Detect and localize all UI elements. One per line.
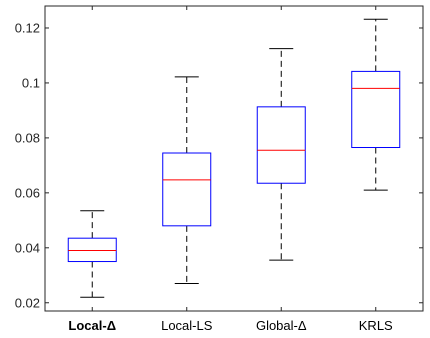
y-tick-label: 0.02 <box>15 295 40 310</box>
y-tick-label: 0.04 <box>15 240 40 255</box>
category-label: Local-Δ <box>68 318 116 333</box>
category-label: Local-LS <box>161 318 213 333</box>
y-tick-label: 0.08 <box>15 130 40 145</box>
plot-area <box>45 6 423 311</box>
y-tick-label: 0.12 <box>15 20 40 35</box>
y-tick-label: 0.1 <box>22 75 40 90</box>
category-label: KRLS <box>359 318 393 333</box>
category-label: Global-Δ <box>256 318 307 333</box>
y-tick-label: 0.06 <box>15 185 40 200</box>
